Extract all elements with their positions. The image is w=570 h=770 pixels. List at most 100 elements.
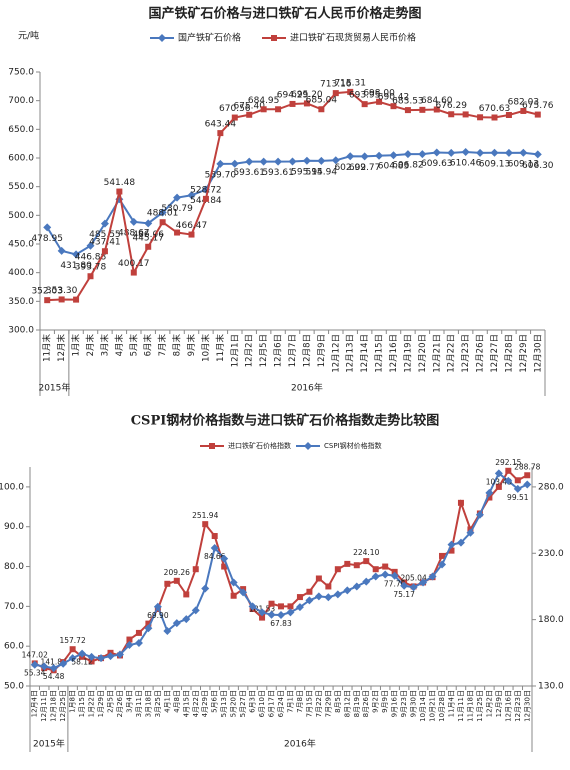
x-group-label: 2016年	[291, 382, 323, 394]
value-label: 685.04	[306, 96, 338, 106]
value-label: 593.61	[262, 168, 294, 178]
marker	[306, 588, 313, 595]
series-line	[34, 469, 528, 672]
marker	[432, 148, 441, 157]
x-tick-label: 12月29日	[519, 334, 529, 373]
marker	[462, 111, 469, 118]
value-label: 478.95	[31, 234, 63, 244]
marker	[495, 483, 502, 490]
marker	[202, 521, 209, 528]
x-tick-label: 4月22日	[192, 690, 200, 717]
marker	[277, 611, 285, 620]
marker	[116, 188, 123, 195]
marker	[485, 488, 494, 497]
x-tick-label: 3月11日	[135, 690, 143, 717]
x-tick-label: 12月28日	[504, 334, 514, 373]
value-label: 690.42	[378, 93, 410, 103]
y2-tick-label: 130.0	[538, 682, 564, 692]
x-tick-label: 11月25日	[476, 690, 484, 722]
x-tick-label: 11月18日	[466, 690, 474, 722]
marker	[347, 88, 354, 95]
marker	[490, 148, 499, 157]
value-label: 99.51	[507, 493, 529, 502]
value-label: 353.30	[46, 286, 78, 296]
marker	[513, 484, 522, 493]
marker	[314, 592, 323, 601]
marker	[271, 35, 277, 41]
x-tick-label: 3月25日	[154, 690, 162, 717]
y2-tick-label: 180.0	[538, 615, 564, 625]
x-tick-label: 12月19日	[403, 334, 413, 373]
marker	[295, 603, 304, 612]
legend-label: CSPI钢材价格指数	[324, 441, 382, 450]
x-tick-label: 10月末	[200, 334, 211, 362]
y-tick-label: 650.0	[8, 125, 34, 135]
marker	[448, 547, 455, 554]
marker	[216, 159, 225, 168]
x-tick-label: 12月8日	[302, 334, 312, 367]
x-tick-label: 6月10日	[258, 690, 266, 717]
y2-tick-label: 280.0	[538, 482, 564, 492]
marker	[428, 572, 437, 581]
value-label: 486.06	[132, 230, 164, 240]
marker	[486, 494, 493, 501]
x-tick-label: 12月30日	[523, 690, 531, 722]
x-tick-label: 12月末	[56, 334, 67, 362]
x-tick-label: 7月1日	[286, 690, 294, 713]
value-label: 446.88	[75, 252, 107, 262]
value-label: 488.01	[147, 209, 179, 219]
value-label: 84.66	[204, 552, 226, 561]
marker	[97, 654, 106, 663]
marker	[466, 528, 475, 537]
value-label: 606.30	[522, 161, 554, 171]
marker	[514, 477, 521, 484]
marker	[58, 296, 65, 303]
x-tick-label: 12月5日	[259, 334, 269, 367]
value-label: 594.94	[306, 167, 338, 177]
x-tick-label: 12月1日	[230, 334, 240, 367]
value-label: 58.12	[71, 658, 93, 667]
marker	[333, 590, 342, 599]
marker	[447, 148, 456, 157]
marker	[289, 100, 296, 107]
marker	[504, 476, 513, 485]
marker	[372, 566, 379, 573]
marker	[519, 148, 528, 157]
x-tick-label: 12月27日	[490, 334, 500, 373]
y-tick-label: 500.0	[8, 211, 34, 221]
marker	[296, 594, 303, 601]
x-tick-label: 1月29日	[97, 690, 105, 717]
value-label: 437.41	[89, 238, 121, 248]
marker	[524, 472, 531, 479]
x-tick-label: 10月14日	[419, 690, 427, 722]
marker	[504, 148, 513, 157]
x-tick-label: 5月27日	[239, 690, 247, 717]
legend-label: 进口铁矿石价格指数	[228, 441, 291, 450]
x-tick-label: 1月末	[71, 334, 82, 357]
x-tick-label: 8月末	[172, 334, 183, 357]
marker	[400, 581, 409, 590]
x-tick-label: 6月17日	[268, 690, 276, 717]
value-label: 643.44	[205, 120, 237, 130]
y-tick-label: 750.0	[8, 68, 34, 78]
marker	[491, 114, 498, 121]
x-tick-label: 5月13日	[220, 690, 228, 717]
marker	[287, 603, 294, 610]
value-label: 393.78	[75, 263, 107, 273]
marker	[43, 223, 52, 232]
marker	[505, 112, 512, 118]
marker	[267, 610, 276, 619]
y-tick-label: 80.0	[4, 562, 24, 572]
chart-title: CSPI钢材价格指数与进口铁矿石价格指数走势比较图	[131, 413, 440, 429]
x-tick-label: 12月13日	[346, 334, 356, 373]
marker	[134, 638, 143, 647]
x-tick-label: 9月16日	[391, 690, 399, 717]
marker	[259, 157, 268, 166]
marker	[159, 219, 166, 226]
x-tick-label: 12月16日	[504, 690, 512, 722]
value-label: 103.40	[486, 477, 512, 486]
value-label: 541.48	[104, 178, 136, 188]
x-tick-label: 12月23日	[514, 690, 522, 722]
value-label: 609.13	[508, 159, 540, 169]
marker	[344, 560, 351, 567]
